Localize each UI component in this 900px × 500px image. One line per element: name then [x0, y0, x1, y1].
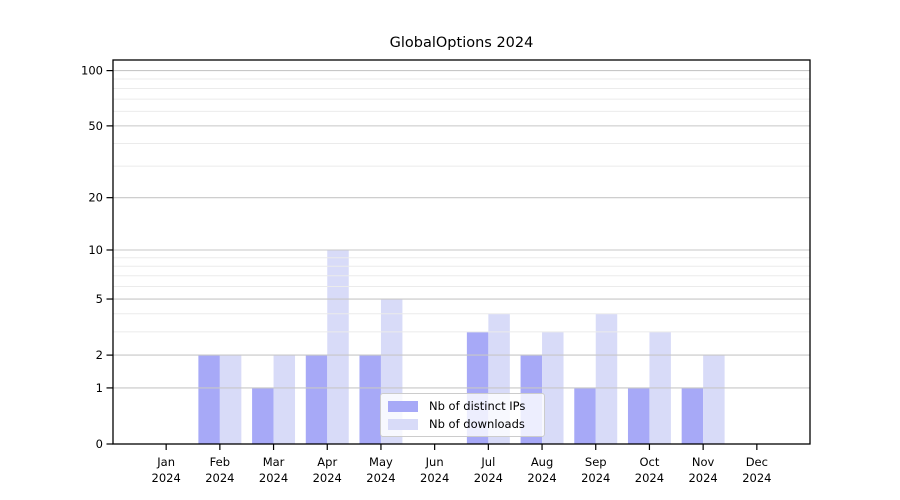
y-tick-label-20: 20	[88, 191, 103, 205]
bar-distinct-ips-apr	[305, 355, 328, 444]
bar-distinct-ips-oct	[627, 387, 650, 444]
bar-downloads-feb	[219, 355, 242, 444]
y-tick-label-100: 100	[81, 64, 103, 78]
legend: Nb of distinct IPs Nb of downloads	[380, 393, 545, 437]
x-tick-label-month-jan: Jan	[156, 455, 175, 469]
axes-spines	[112, 59, 811, 445]
x-tick-label-month-mar: Mar	[263, 455, 285, 469]
x-tick-label-year-nov: 2024	[688, 471, 717, 485]
chart-title: GlobalOptions 2024	[389, 35, 534, 51]
x-tick-label-month-jun: Jun	[425, 455, 444, 469]
x-tick-label-month-nov: Nov	[692, 455, 715, 469]
legend-label-downloads: Nb of downloads	[429, 417, 525, 431]
x-tick-label-year-feb: 2024	[205, 471, 234, 485]
legend-swatch-downloads	[388, 418, 418, 430]
x-tick-label-year-aug: 2024	[527, 471, 556, 485]
bar-downloads-mar	[273, 355, 296, 444]
bar-downloads-sep	[595, 313, 618, 444]
x-tick-label-year-jun: 2024	[420, 471, 449, 485]
legend-item-downloads: Nb of downloads	[388, 416, 537, 432]
y-tick-label-50: 50	[88, 119, 103, 133]
x-tick-label-month-aug: Aug	[531, 455, 553, 469]
bar-downloads-nov	[703, 355, 725, 444]
y-tick-label-10: 10	[88, 243, 103, 257]
legend-label-distinct-ips: Nb of distinct IPs	[429, 399, 526, 413]
y-tick-label-1: 1	[96, 381, 103, 395]
y-tick-label-0: 0	[96, 437, 103, 451]
x-tick-label-month-dec: Dec	[746, 455, 768, 469]
x-tick-label-year-apr: 2024	[313, 471, 342, 485]
y-tick-label-2: 2	[96, 348, 103, 362]
x-tick-label-year-oct: 2024	[635, 471, 664, 485]
x-tick-label-year-may: 2024	[366, 471, 395, 485]
legend-item-distinct-ips: Nb of distinct IPs	[388, 398, 537, 414]
legend-swatch-distinct-ips	[388, 400, 418, 412]
bar-downloads-apr	[327, 249, 349, 444]
x-tick-label-year-jul: 2024	[474, 471, 503, 485]
x-tick-label-year-jan: 2024	[152, 471, 181, 485]
x-tick-label-month-may: May	[369, 455, 393, 469]
x-tick-label-month-jul: Jul	[480, 455, 495, 469]
x-tick-label-year-sep: 2024	[581, 471, 610, 485]
x-tick-label-month-feb: Feb	[210, 455, 230, 469]
x-tick-label-month-sep: Sep	[585, 455, 607, 469]
bar-distinct-ips-feb	[198, 355, 220, 444]
x-tick-label-year-dec: 2024	[742, 471, 771, 485]
x-tick-label-month-apr: Apr	[317, 455, 337, 469]
bar-distinct-ips-sep	[574, 387, 596, 444]
y-tick-label-5: 5	[96, 292, 103, 306]
x-tick-label-month-oct: Oct	[639, 455, 659, 469]
bar-distinct-ips-nov	[681, 387, 704, 444]
bar-distinct-ips-may	[359, 355, 381, 444]
bar-distinct-ips-mar	[252, 387, 274, 444]
x-tick-label-year-mar: 2024	[259, 471, 288, 485]
